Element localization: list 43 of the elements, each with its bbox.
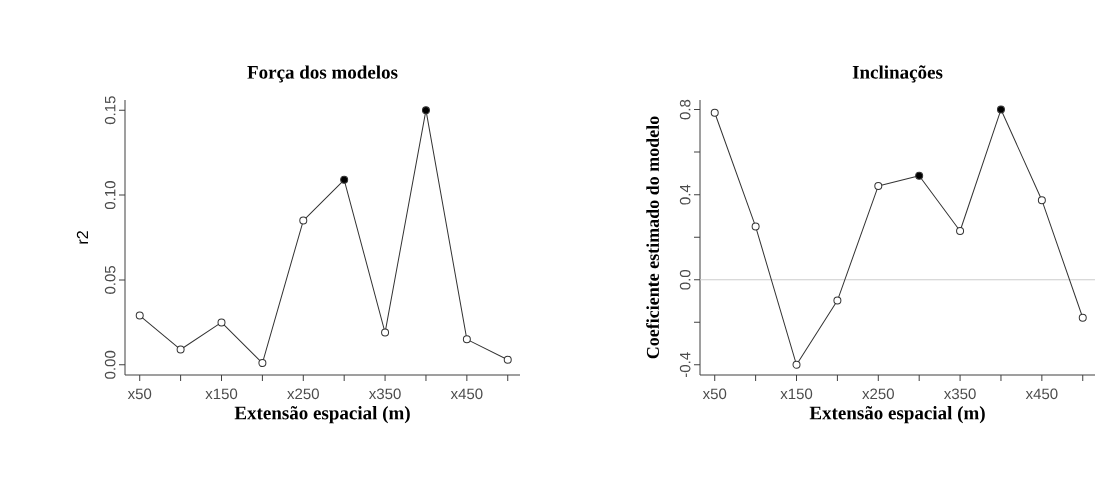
- point: [915, 171, 924, 180]
- chart-title: Inclinações: [852, 65, 943, 83]
- point: [340, 175, 349, 184]
- x-axis-title: Extensão espacial (m): [234, 406, 410, 424]
- point: [299, 216, 308, 225]
- point: [503, 355, 512, 364]
- x-tick-label: x250: [862, 388, 894, 400]
- y-tick-label: 0.05: [104, 265, 116, 294]
- x-tick-label: x150: [205, 388, 238, 400]
- point: [381, 328, 390, 337]
- y-tick-label: 0.8: [679, 99, 691, 120]
- point: [833, 296, 842, 305]
- x-tick-label: x150: [780, 388, 813, 400]
- point: [956, 227, 965, 236]
- x-tick-label: x50: [702, 388, 727, 400]
- point: [792, 360, 801, 369]
- y-axis-title: Coeficiente estimado do modelo: [646, 116, 659, 359]
- y-tick-label: 0.0: [679, 269, 691, 290]
- point: [874, 181, 883, 190]
- y-axis-title: r2: [76, 231, 88, 244]
- y-tick-label: -0.4: [679, 352, 691, 378]
- point: [462, 335, 471, 344]
- y-tick-label: 0.4: [679, 184, 691, 205]
- x-tick-label: x450: [1025, 388, 1058, 400]
- point: [710, 108, 719, 117]
- point: [751, 222, 760, 231]
- point: [1037, 196, 1046, 205]
- x-tick-label: x50: [127, 388, 152, 400]
- point: [996, 105, 1005, 114]
- x-tick-label: x250: [287, 388, 319, 400]
- chart-title: Força dos modelos: [247, 65, 398, 83]
- point: [421, 106, 430, 115]
- x-tick-label: x350: [943, 388, 976, 400]
- y-tick-label: 0.00: [104, 350, 116, 379]
- point: [135, 311, 144, 320]
- point: [217, 318, 226, 327]
- y-tick-label: 0.10: [104, 181, 116, 210]
- x-tick-label: x450: [450, 388, 483, 400]
- y-tick-label: 0.15: [104, 96, 116, 125]
- point: [176, 345, 185, 354]
- point: [258, 359, 267, 368]
- x-axis-title: Extensão espacial (m): [809, 406, 985, 424]
- x-tick-label: x350: [368, 388, 401, 400]
